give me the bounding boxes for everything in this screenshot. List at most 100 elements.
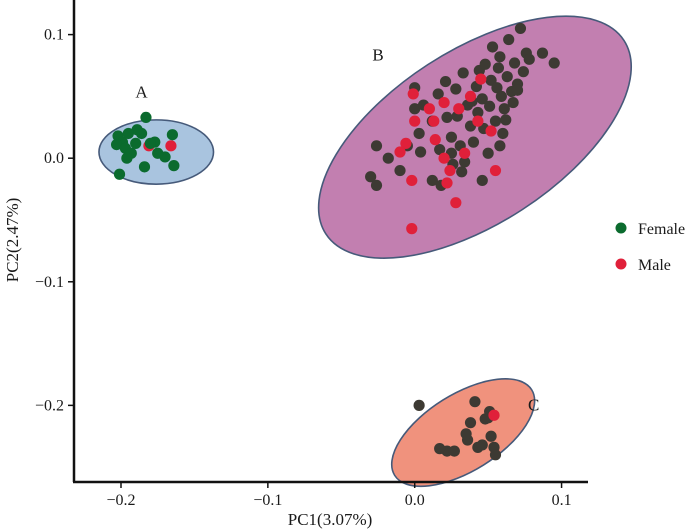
point-other (486, 41, 499, 53)
point-other (426, 174, 438, 187)
point-other (498, 103, 510, 115)
point-male (488, 409, 500, 421)
point-male (475, 73, 487, 85)
point-male (407, 88, 419, 100)
cluster-a-label: A (135, 83, 148, 102)
point-other (517, 66, 529, 78)
cluster-b-ellipse (317, 15, 633, 259)
legend-male-label: Male (638, 257, 671, 274)
point-other (464, 417, 477, 429)
x-tick-label: −0.2 (106, 492, 135, 509)
point-male (438, 152, 450, 164)
point-female (113, 168, 126, 180)
point-other (382, 152, 394, 164)
point-other (459, 156, 471, 168)
point-other (457, 67, 469, 79)
point-other (479, 58, 491, 70)
point-other (434, 143, 446, 156)
point-other (501, 71, 513, 83)
point-other (409, 103, 421, 115)
point-other (370, 179, 383, 191)
point-male (438, 96, 450, 109)
point-male (165, 140, 177, 152)
point-other (508, 57, 521, 69)
point-other (494, 140, 506, 152)
point-other (491, 82, 503, 94)
point-male (441, 177, 453, 189)
x-axis-title: PC1(3.07%) (288, 510, 373, 529)
point-other (445, 131, 458, 143)
point-other (450, 83, 462, 95)
point-female (168, 160, 180, 172)
y-tick-label: −0.1 (35, 274, 64, 291)
point-female (131, 124, 143, 136)
legend-male-marker (615, 258, 627, 270)
point-other (370, 140, 383, 152)
point-other (548, 57, 560, 69)
point-female (121, 152, 133, 164)
point-other (492, 62, 505, 74)
cluster-labels: A B C (135, 46, 539, 415)
data-points (110, 22, 560, 461)
point-female (144, 137, 156, 149)
point-male (464, 90, 477, 102)
point-other (476, 174, 488, 187)
point-other (476, 93, 488, 105)
cluster-c-label: C (528, 395, 539, 414)
x-tick-label: −0.1 (253, 492, 282, 509)
point-other (413, 399, 425, 411)
point-male (406, 223, 418, 235)
legend-female-label: Female (638, 221, 685, 238)
point-female (159, 151, 171, 163)
point-male (409, 115, 421, 127)
point-other (394, 164, 406, 177)
point-other (472, 106, 484, 119)
point-other (413, 127, 425, 140)
legend: Female Male (615, 221, 685, 274)
point-other (365, 171, 377, 183)
point-other (497, 127, 509, 140)
point-female (166, 129, 178, 141)
point-female (122, 127, 134, 140)
x-tick-label: 0.0 (405, 492, 425, 509)
point-other (448, 445, 460, 457)
point-female (138, 161, 151, 173)
point-male (428, 115, 440, 127)
point-other (467, 136, 480, 148)
point-other (489, 115, 502, 127)
point-male (406, 174, 418, 187)
point-other (500, 114, 512, 126)
point-other (484, 100, 496, 112)
point-other (489, 449, 502, 461)
point-other (439, 75, 452, 88)
point-other (503, 33, 515, 46)
point-male (429, 134, 441, 146)
point-other (482, 147, 494, 159)
y-tick-label: 0.0 (44, 150, 64, 167)
point-other (456, 166, 468, 178)
point-other (485, 430, 497, 442)
point-other (476, 439, 488, 451)
point-male (459, 147, 471, 159)
x-tick-label: 0.1 (552, 492, 572, 509)
point-male (450, 197, 462, 209)
legend-female-marker (615, 222, 627, 234)
y-tick-label: −0.2 (35, 397, 64, 414)
point-male (394, 146, 406, 158)
point-female (130, 137, 142, 149)
point-other (511, 84, 524, 96)
point-male (472, 115, 484, 127)
point-other (536, 47, 549, 59)
axis-ticks: −0.2 −0.1 0.0 0.1 0.1 0.0 −0.1 −0.2 (35, 27, 572, 509)
point-other (495, 90, 507, 102)
point-female (110, 139, 123, 151)
point-other (414, 146, 427, 158)
point-male (485, 125, 497, 137)
point-male (453, 103, 465, 115)
point-other (432, 88, 444, 100)
point-male (400, 137, 412, 149)
point-other (434, 443, 446, 455)
y-axis-title: PC2(2.47%) (3, 198, 22, 283)
point-male (444, 164, 456, 177)
